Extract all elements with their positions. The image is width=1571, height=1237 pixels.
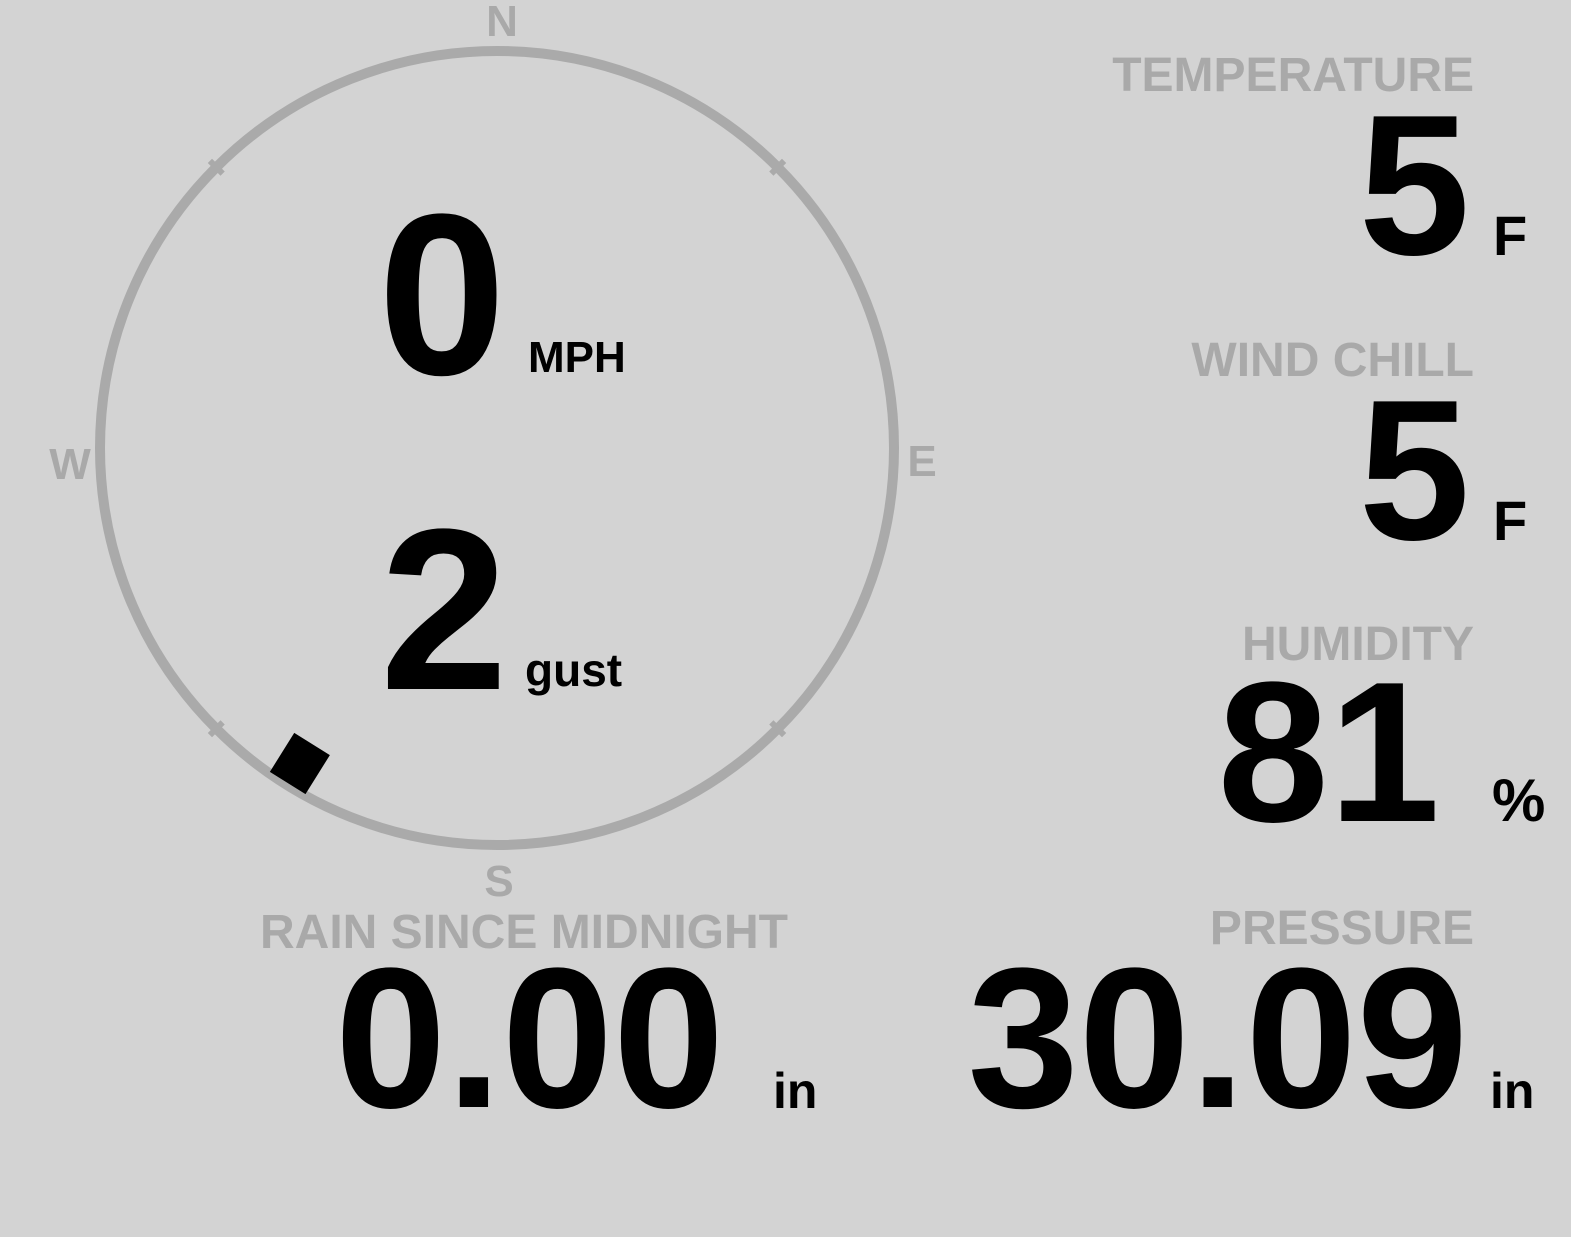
humidity-unit: %	[1492, 767, 1546, 834]
temperature-label: TEMPERATURE	[1112, 49, 1474, 102]
rain-unit: in	[773, 1063, 818, 1119]
rain-value: 0.00	[335, 927, 725, 1150]
wind-speed-unit: MPH	[528, 333, 626, 382]
compass-tick	[207, 720, 225, 738]
compass-south: S	[484, 857, 514, 906]
wind-chill-value: 5	[1358, 359, 1470, 582]
pressure-unit: in	[1490, 1063, 1535, 1119]
temperature-unit: F	[1493, 204, 1528, 267]
compass-east: E	[907, 437, 937, 486]
humidity-value: 81	[1217, 641, 1440, 864]
compass-tick	[207, 158, 225, 176]
wind-gust-value: 2	[380, 481, 508, 738]
compass-ring	[95, 46, 899, 850]
temperature-value: 5	[1358, 74, 1470, 297]
wind-direction-marker	[269, 732, 330, 795]
wind-chill-unit: F	[1493, 489, 1528, 552]
compass-west: W	[49, 440, 91, 489]
pressure-value: 30.09	[967, 927, 1469, 1150]
compass-tick	[769, 720, 787, 738]
wind-gust-unit: gust	[525, 644, 623, 696]
humidity-label: HUMIDITY	[1242, 618, 1474, 671]
compass-north: N	[486, 0, 518, 46]
compass-tick	[769, 158, 787, 176]
wind-chill-label: WIND CHILL	[1191, 334, 1474, 387]
pressure-label: PRESSURE	[1209, 902, 1474, 955]
rain-label: RAIN SINCE MIDNIGHT	[260, 906, 788, 959]
wind-speed-value: 0	[378, 166, 506, 423]
